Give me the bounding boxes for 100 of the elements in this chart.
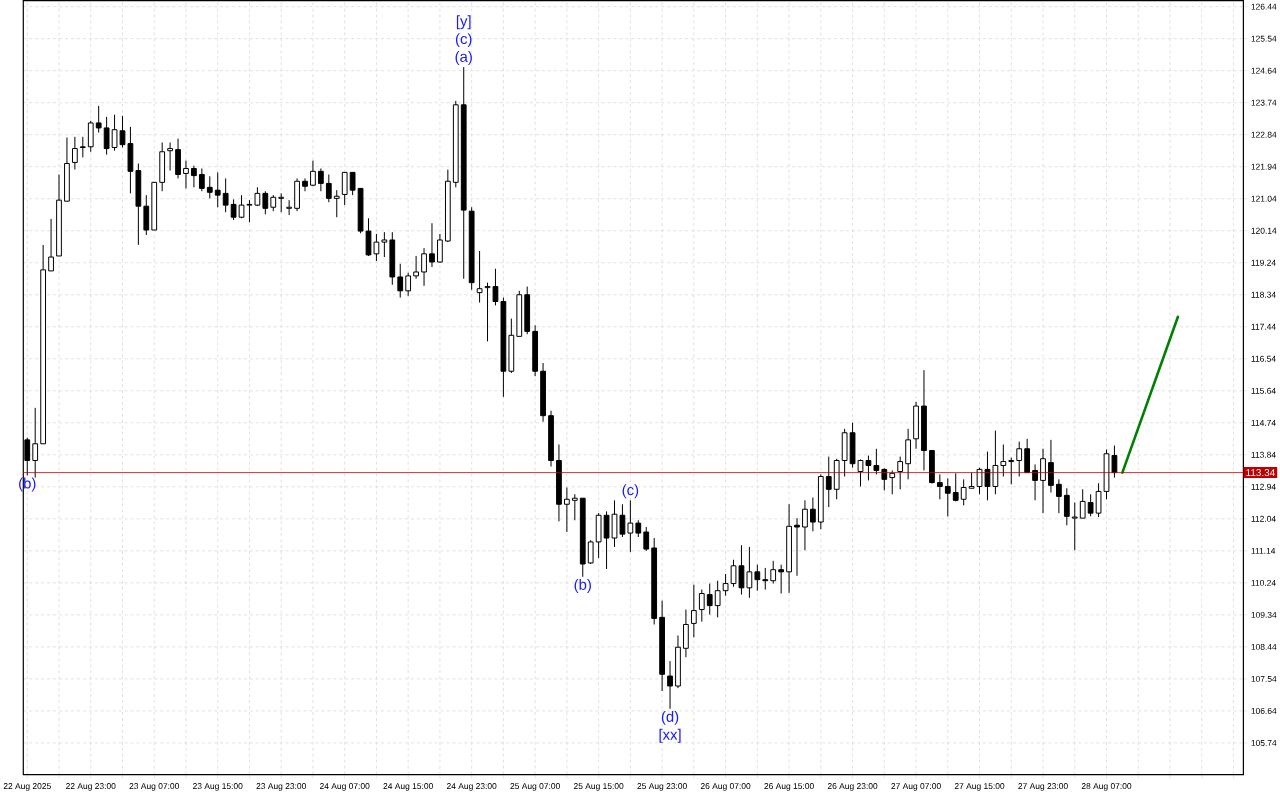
candlestick <box>905 428 911 480</box>
y-tick-label: 121.04 <box>1251 195 1277 202</box>
candlestick <box>992 430 999 495</box>
candlestick <box>690 584 697 638</box>
x-tick-label: 25 Aug 23:00 <box>637 783 687 791</box>
candlestick <box>873 448 880 475</box>
y-tick-label: 125.54 <box>1251 35 1277 42</box>
y-tick-label: 122.84 <box>1251 131 1277 138</box>
x-tick-label: 26 Aug 07:00 <box>700 783 751 791</box>
candlestick <box>349 171 356 196</box>
x-tick-label: 24 Aug 15:00 <box>383 783 433 791</box>
x-tick-label: 23 Aug 15:00 <box>193 783 243 791</box>
candlestick <box>897 456 904 490</box>
candlestick <box>1024 438 1031 474</box>
candlestick <box>198 167 205 192</box>
candlestick <box>706 583 713 616</box>
candlestick <box>944 477 951 517</box>
y-tick-label: 112.94 <box>1251 483 1276 490</box>
candlestick <box>1048 439 1054 494</box>
ref-line-label: 113.34 <box>1246 469 1275 477</box>
y-tick-label: 110.24 <box>1251 579 1276 586</box>
candlestick <box>643 526 650 552</box>
x-tick-label: 24 Aug 07:00 <box>319 783 370 791</box>
candlestick <box>143 194 150 236</box>
candlestick <box>1016 441 1023 478</box>
x-tick-label: 27 Aug 23:00 <box>1018 783 1068 791</box>
y-tick-label: 114.74 <box>1251 419 1276 426</box>
x-tick-label: 23 Aug 23:00 <box>256 783 306 791</box>
annotation: (c) <box>455 33 472 48</box>
x-tick-label: 23 Aug 07:00 <box>129 783 180 791</box>
x-tick-label: 22 Aug 2025 <box>3 783 51 791</box>
candlestick <box>103 116 110 156</box>
x-tick-label: 24 Aug 23:00 <box>446 783 497 791</box>
candlestick <box>960 478 967 506</box>
x-tick-label: 28 Aug 07:00 <box>1081 783 1132 791</box>
y-tick-label: 107.54 <box>1251 675 1277 682</box>
y-tick-label: 113.84 <box>1251 451 1276 458</box>
candlestick <box>571 493 578 521</box>
y-tick-label: 111.14 <box>1251 547 1276 554</box>
candlestick <box>183 160 189 189</box>
candlestick <box>1056 478 1062 514</box>
candlestick <box>381 231 388 258</box>
candlestick <box>413 255 419 280</box>
x-tick-label: 22 Aug 23:00 <box>66 783 116 791</box>
y-tick-label: 124.64 <box>1251 67 1277 74</box>
candlestick <box>1071 501 1078 551</box>
candlestick <box>714 580 721 618</box>
candlestick <box>627 499 634 553</box>
candlestick <box>405 272 412 297</box>
candlestick <box>889 469 896 495</box>
y-tick-label: 115.64 <box>1251 387 1276 394</box>
x-tick-label: 27 Aug 15:00 <box>954 783 1005 791</box>
candlestick <box>302 177 308 192</box>
candlestick <box>32 407 39 479</box>
y-tick-label: 116.54 <box>1251 355 1276 362</box>
candlestick <box>683 609 689 658</box>
candlestick <box>952 472 959 502</box>
annotation: (d) <box>661 710 679 725</box>
candlestick <box>214 171 221 208</box>
candlestick <box>286 199 293 216</box>
y-tick-label: 108.44 <box>1251 643 1277 650</box>
candlestick <box>754 564 761 592</box>
candlestick <box>325 174 332 203</box>
candlestick <box>762 567 769 591</box>
candlestick <box>1008 457 1015 485</box>
candlestick <box>278 192 285 213</box>
candlestick <box>881 467 888 491</box>
y-tick-label: 120.14 <box>1251 227 1277 234</box>
y-tick-label: 106.64 <box>1251 707 1277 714</box>
y-tick-label: 118.34 <box>1251 291 1276 298</box>
candlestick <box>318 167 324 192</box>
candlestick <box>936 473 943 500</box>
candlestick <box>667 660 673 710</box>
candlestick <box>333 189 340 218</box>
candlestick <box>87 120 94 153</box>
candlestick <box>778 564 785 595</box>
candlestick <box>421 247 427 287</box>
y-tick-label: 119.24 <box>1251 259 1276 266</box>
candlestick <box>429 222 435 268</box>
candlestick <box>437 233 443 264</box>
candlestick <box>825 456 832 508</box>
candlestick <box>1063 487 1070 526</box>
candlestick <box>1000 443 1007 478</box>
y-tick-label: 112.04 <box>1251 515 1276 522</box>
y-tick-label: 123.74 <box>1251 99 1277 106</box>
annotation: (a) <box>455 51 472 65</box>
x-tick-label: 26 Aug 23:00 <box>827 783 878 791</box>
y-tick-label: 126.44 <box>1251 3 1277 10</box>
candlestick <box>1079 488 1086 519</box>
annotation: (c) <box>622 484 639 499</box>
y-tick-label: 121.94 <box>1251 163 1277 170</box>
candlestick <box>698 589 705 623</box>
candlestick <box>794 517 800 577</box>
candlestick <box>95 105 102 134</box>
annotation: [xx] <box>659 728 681 743</box>
candlestick <box>222 177 229 213</box>
candlestick <box>810 496 816 532</box>
candlestick <box>770 560 777 585</box>
candlestick <box>191 165 197 188</box>
y-tick-label: 109.34 <box>1251 611 1277 618</box>
